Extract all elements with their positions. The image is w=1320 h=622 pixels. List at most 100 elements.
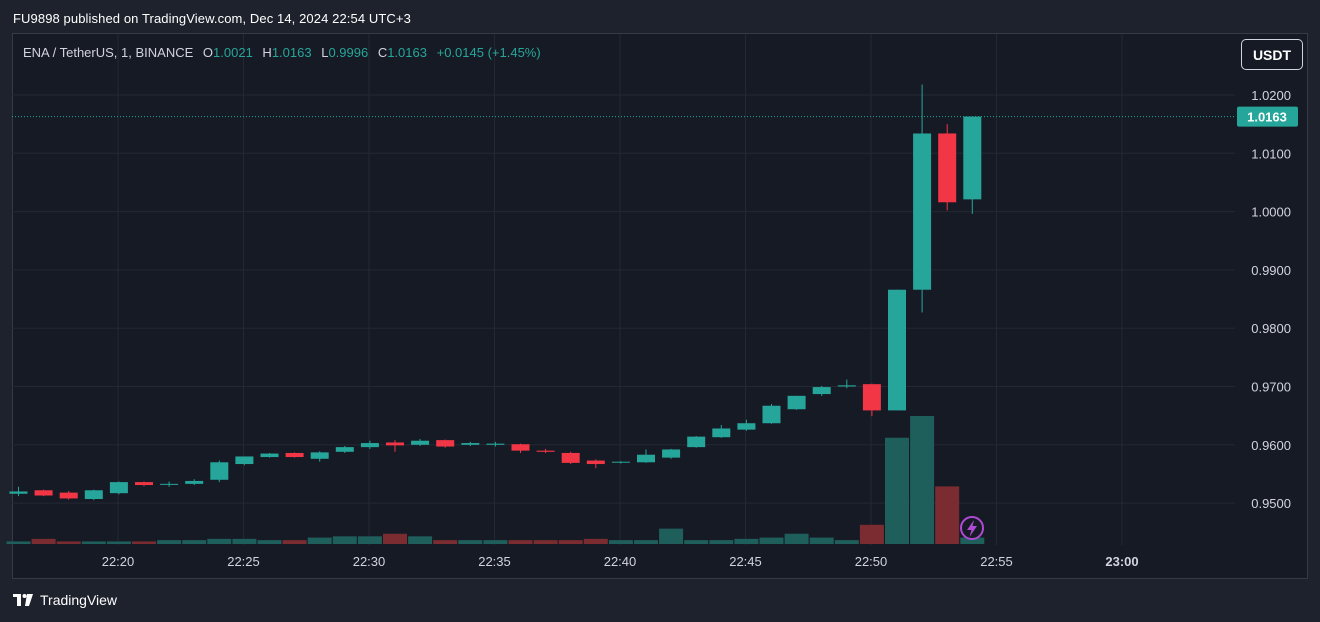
- price-tick-label: 1.0000: [1251, 205, 1291, 220]
- candle-body: [160, 483, 179, 485]
- candle-body: [310, 452, 329, 459]
- volume-bar: [182, 540, 207, 544]
- candle-body: [938, 133, 957, 203]
- candle-body: [963, 116, 982, 200]
- volume-bar: [132, 541, 156, 544]
- candle-body: [335, 447, 354, 452]
- price-tick-label: 0.9800: [1251, 321, 1291, 336]
- volume-bar: [809, 537, 834, 544]
- volume-bar: [960, 537, 985, 544]
- candle-body: [812, 387, 831, 395]
- brand-name: TradingView: [40, 592, 118, 608]
- published-caption: FU9898 published on TradingView.com, Dec…: [13, 11, 411, 26]
- legend-low-label: L: [321, 45, 329, 60]
- last-price-line: 1.0163: [12, 106, 1298, 127]
- candle-body: [511, 444, 530, 451]
- symbol-legend: ENA / TetherUS, 1, BINANCE O1.0021 H1.01…: [23, 45, 541, 60]
- volume-bar: [533, 540, 558, 544]
- legend-close-label: C: [377, 45, 388, 60]
- time-tick-label: 22:50: [855, 554, 888, 569]
- price-tick-label: 1.0100: [1251, 146, 1291, 161]
- legend-close-value: 1.0163: [387, 45, 427, 60]
- candle-body: [185, 480, 204, 484]
- price-tick-label: 0.9900: [1251, 263, 1291, 278]
- volume-bar: [834, 540, 859, 544]
- volume-bar: [784, 533, 809, 544]
- candle-body: [109, 482, 128, 494]
- time-tick-label: 22:20: [102, 554, 135, 569]
- volume-bar: [257, 540, 282, 544]
- candle-body: [762, 405, 781, 424]
- last-price-label: 1.0163: [1247, 110, 1287, 125]
- volume-bar: [583, 538, 608, 544]
- candle-body: [913, 133, 932, 290]
- time-tick-label: 22:30: [353, 554, 386, 569]
- candle-body: [687, 436, 706, 448]
- volume-bar: [6, 541, 31, 544]
- price-axis: 0.9500 0.9600 0.9700 0.9800 0.9900 1.0000 1.01…: [1251, 88, 1291, 511]
- candle-body: [586, 460, 605, 465]
- volume-bar: [634, 540, 658, 544]
- candle-body: [411, 440, 430, 445]
- candle-body: [135, 482, 153, 486]
- volume-bar: [859, 524, 884, 544]
- time-tick-label: 22:40: [604, 554, 637, 569]
- price-tick-label: 0.9500: [1251, 496, 1291, 511]
- candle-body: [536, 450, 555, 452]
- volume-bar: [910, 416, 935, 544]
- flash-icon-bolt: [967, 520, 977, 537]
- time-tick-label: 22:55: [980, 554, 1013, 569]
- time-tick-label: 22:35: [478, 554, 511, 569]
- time-tick-label: 23:00: [1105, 554, 1138, 569]
- volume-bar: [332, 536, 357, 544]
- candle-body: [862, 384, 881, 411]
- legend-high-value: 1.0163: [271, 45, 312, 60]
- volume-bar: [282, 540, 307, 544]
- volume-bar: [31, 538, 56, 544]
- candle-body: [210, 462, 229, 480]
- legend-change: +0.0145 (+1.45%): [436, 45, 541, 60]
- candle-body: [712, 428, 731, 438]
- volume-bars: [6, 416, 985, 544]
- legend-open-value: 1.0021: [213, 45, 253, 60]
- volume-bar: [56, 541, 81, 544]
- legend-high-label: H: [262, 45, 272, 60]
- volume-bar: [383, 533, 407, 544]
- currency-button[interactable]: USDT: [1241, 39, 1303, 70]
- candle-body: [285, 452, 304, 458]
- volume-bar: [709, 540, 734, 544]
- candle-body: [461, 443, 480, 445]
- candle-body: [561, 452, 580, 463]
- candle-body: [84, 490, 103, 500]
- candle-body: [637, 454, 655, 463]
- chart-grid: [12, 34, 1235, 545]
- volume-bar: [307, 537, 332, 544]
- tradingview-logo[interactable]: TradingView: [13, 592, 117, 608]
- candle-body: [235, 456, 254, 465]
- legend-symbol[interactable]: ENA / TetherUS, 1, BINANCE: [23, 45, 194, 60]
- candle-body: [360, 443, 379, 448]
- candle-body: [837, 385, 856, 387]
- volume-bar: [433, 540, 458, 544]
- volume-bar: [81, 541, 106, 544]
- volume-bar: [659, 528, 684, 544]
- volume-bar: [483, 540, 508, 544]
- candle-body: [260, 453, 279, 458]
- time-axis: 22:20 22:25 22:30 22:35 22:40 22:45 22:50 22:55…: [102, 554, 1139, 569]
- volume-bar: [157, 540, 182, 544]
- price-tick-label: 0.9600: [1251, 438, 1291, 453]
- volume-bar: [734, 538, 759, 544]
- candle-body: [787, 395, 806, 410]
- time-tick-label: 22:45: [729, 554, 762, 569]
- chart-panel[interactable]: [12, 33, 1308, 579]
- candle-body: [737, 423, 756, 430]
- candle-body: [9, 491, 28, 494]
- legend-low-value: 0.9996: [328, 45, 369, 60]
- candle-body: [611, 461, 630, 463]
- volume-bar: [357, 536, 382, 544]
- tradingview-logo-icon: [13, 594, 33, 606]
- volume-bar: [207, 538, 232, 544]
- volume-bar: [759, 537, 784, 544]
- last-price-tag: [1237, 106, 1298, 127]
